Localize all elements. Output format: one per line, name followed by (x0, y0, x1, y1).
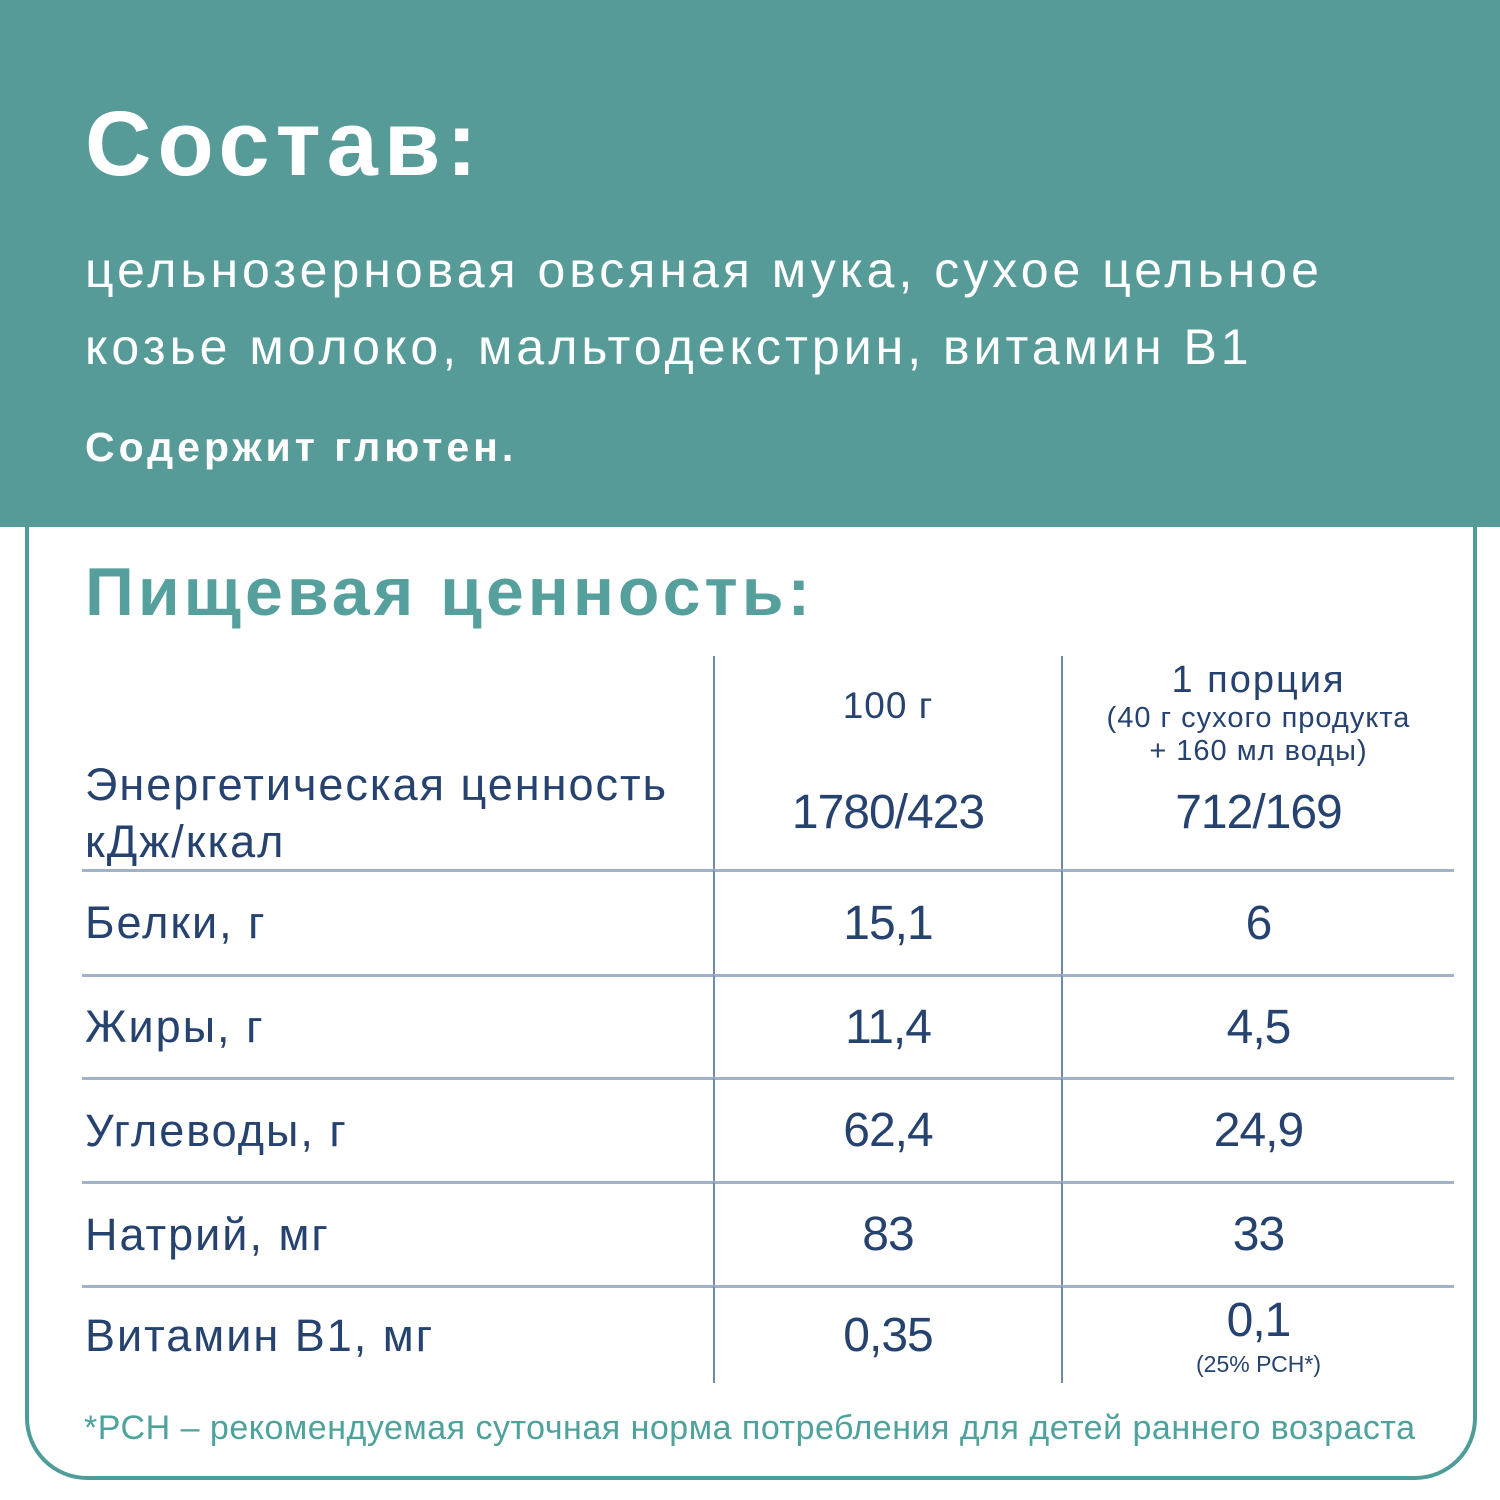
row-label-energy: Энергетическая ценность кДж/ккал (82, 756, 713, 869)
ingredients-line-2: козье молоко, мальтодекстрин, витамин В1 (85, 319, 1253, 375)
vitamin-b1-portion-value: 0,1 (1226, 1294, 1292, 1347)
vitamin-b1-per-portion: 0,1 (25% РСН*) (1061, 1285, 1454, 1383)
sodium-per-portion: 33 (1061, 1181, 1454, 1285)
row-label-proteins: Белки, г (82, 869, 713, 974)
vitamin-b1-per-100g: 0,35 (713, 1285, 1061, 1383)
portion-header-line-1: 1 порция (1171, 659, 1346, 701)
row-label-vitamin-b1: Витамин В1, мг (82, 1285, 713, 1383)
nutrition-title: Пищевая ценность: (85, 554, 815, 630)
energy-label-line-2: кДж/ккал (85, 815, 286, 867)
rsn-footnote: *РСН – рекомендуемая суточная норма потр… (84, 1409, 1416, 1447)
energy-per-portion: 712/169 (1061, 756, 1454, 869)
carbs-per-portion: 24,9 (1061, 1077, 1454, 1181)
portion-header-line-2: (40 г сухого продукта (1106, 702, 1411, 734)
composition-section: Состав: цельнозерновая овсяная мука, сух… (0, 0, 1500, 527)
nutrition-table: 100 г 1 порция (40 г сухого продукта + 1… (82, 656, 1454, 1383)
composition-title: Состав: (85, 93, 484, 195)
energy-label-line-1: Энергетическая ценность (85, 758, 669, 810)
table-corner-empty (82, 656, 713, 756)
column-header-portion: 1 порция (40 г сухого продукта + 160 мл … (1061, 656, 1454, 767)
fats-per-100g: 11,4 (713, 974, 1061, 1077)
sodium-per-100g: 83 (713, 1181, 1061, 1285)
portion-header-line-3: + 160 мл воды) (1149, 735, 1368, 767)
nutrition-card: Пищевая ценность: 100 г 1 порция (40 г с… (25, 527, 1477, 1480)
vitamin-b1-portion-note: (25% РСН*) (1196, 1351, 1321, 1377)
row-label-fats: Жиры, г (82, 974, 713, 1077)
ingredients-text: цельнозерновая овсяная мука, сухое цельн… (85, 232, 1323, 386)
row-label-carbs: Углеводы, г (82, 1077, 713, 1181)
column-header-100g: 100 г (713, 656, 1061, 756)
row-label-sodium: Натрий, мг (82, 1181, 713, 1285)
proteins-per-portion: 6 (1061, 869, 1454, 974)
proteins-per-100g: 15,1 (713, 869, 1061, 974)
fats-per-portion: 4,5 (1061, 974, 1454, 1077)
carbs-per-100g: 62,4 (713, 1077, 1061, 1181)
allergen-note: Содержит глютен. (85, 424, 518, 470)
ingredients-line-1: цельнозерновая овсяная мука, сухое цельн… (85, 242, 1323, 298)
energy-per-100g: 1780/423 (713, 756, 1061, 869)
